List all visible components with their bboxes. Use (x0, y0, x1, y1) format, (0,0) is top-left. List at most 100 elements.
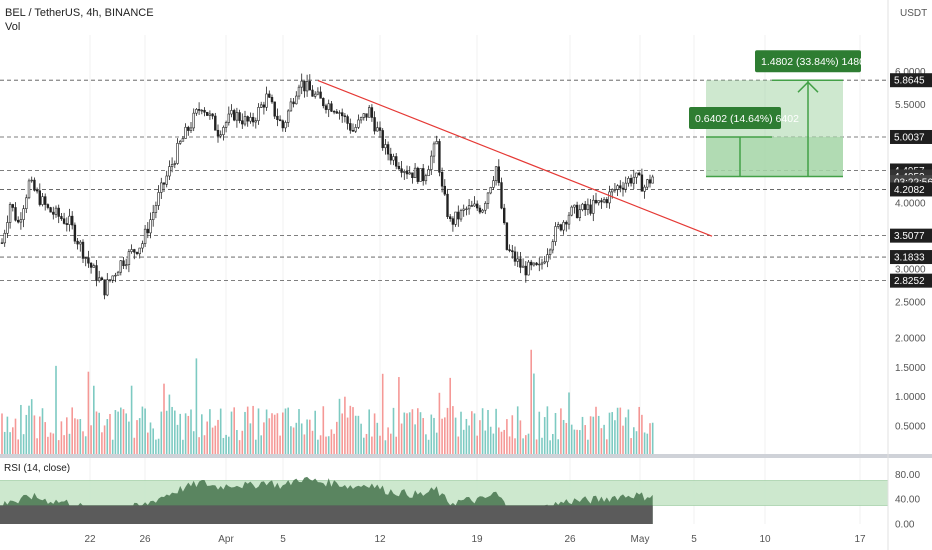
candle-body (111, 275, 114, 281)
candle-body (465, 208, 468, 210)
volume-tick: 1.0000 (895, 392, 926, 403)
volume-bar (287, 407, 289, 455)
candle-body (173, 163, 176, 165)
candle-body (384, 144, 387, 149)
candle-body (206, 111, 209, 116)
volume-bar (462, 429, 465, 455)
candle-body (376, 127, 379, 132)
volume-bar (473, 413, 476, 455)
candle-body (25, 197, 28, 209)
volume-bar (487, 409, 489, 455)
volume-bar (341, 413, 343, 455)
volume-bar (325, 436, 327, 455)
price-label: 3.5077 (894, 231, 925, 242)
volume-bar (603, 424, 605, 455)
candle-body (38, 190, 42, 205)
volume-bar (376, 422, 379, 455)
trendline-layer (317, 79, 713, 237)
candle-body (319, 91, 322, 99)
candle-body (448, 216, 452, 219)
candle-body (397, 165, 401, 170)
candle-body (303, 80, 306, 92)
time-label: 19 (471, 534, 483, 545)
candle-body (481, 209, 484, 213)
volume-bar (597, 415, 600, 455)
candle-body (562, 221, 565, 231)
volume-bar (36, 438, 38, 455)
volume-bar (319, 435, 322, 455)
candle-body (589, 204, 592, 214)
volume-bar (284, 408, 287, 455)
volume-bar (87, 371, 90, 455)
volume-bar (525, 435, 527, 455)
candle-body (127, 251, 131, 266)
candle-body (214, 115, 217, 131)
volume-bar (309, 419, 311, 455)
volume-bar (206, 421, 208, 455)
candle-body (330, 103, 333, 112)
candle-body (616, 185, 619, 190)
trendline (317, 79, 713, 237)
candle-body (605, 199, 609, 204)
candle-body (311, 89, 314, 97)
volume-bar (209, 409, 211, 455)
candle-body (648, 179, 652, 184)
candle-body (370, 107, 374, 118)
target-1-label: 0.6402 (14.64%) 6402 (695, 113, 799, 125)
candle-body (346, 116, 349, 124)
candle-body (532, 262, 536, 266)
volume-bar (141, 406, 144, 455)
candle-body (521, 265, 525, 268)
volume-bar (619, 407, 622, 455)
volume-bar (101, 432, 103, 455)
candle-body (98, 277, 101, 282)
candle-body (268, 93, 271, 98)
candle-body (432, 143, 436, 157)
volume-bar (327, 436, 330, 455)
candle-body (373, 117, 376, 132)
candle-body (89, 262, 93, 268)
volume-bar (236, 430, 238, 455)
volume-bar (573, 429, 576, 455)
volume-bar (136, 420, 138, 455)
candle-body (389, 153, 392, 161)
volume-bar (406, 413, 408, 455)
candle-body (30, 179, 33, 182)
candle-body (570, 206, 573, 216)
candle-body (203, 109, 206, 113)
volume-bar (568, 392, 570, 455)
candle-body (524, 265, 528, 276)
symbol-title[interactable]: BEL / TetherUS, 4h, BINANCE (5, 7, 154, 19)
candle-body (65, 223, 69, 225)
candle-body (349, 123, 352, 131)
candle-body (608, 191, 611, 204)
candle-body (408, 172, 411, 175)
volume-bar (120, 407, 122, 455)
candle-body (335, 111, 338, 114)
volume-bar (543, 417, 546, 455)
candle-body (467, 205, 471, 210)
candle-body (621, 187, 625, 190)
volume-bar (454, 417, 457, 455)
candle-body (400, 168, 403, 173)
volume-bar (633, 427, 635, 455)
volume-bar (538, 411, 541, 455)
volume-bar (651, 422, 654, 455)
candle-body (416, 167, 419, 182)
candle-body (457, 211, 460, 220)
candle-body (459, 210, 463, 220)
candle-body (529, 261, 533, 266)
volume-bar (489, 426, 492, 455)
volume-bar (41, 408, 44, 455)
rsi-label: RSI (14, close) (4, 463, 70, 474)
volume-bar (484, 430, 487, 455)
candle-body (16, 219, 20, 223)
candle-body (438, 141, 441, 173)
candle-body (281, 120, 284, 129)
volume-bar (457, 436, 460, 455)
candle-body (292, 101, 295, 105)
volume-bar (222, 437, 225, 455)
candle-body (413, 167, 417, 179)
candle-body (640, 174, 644, 192)
